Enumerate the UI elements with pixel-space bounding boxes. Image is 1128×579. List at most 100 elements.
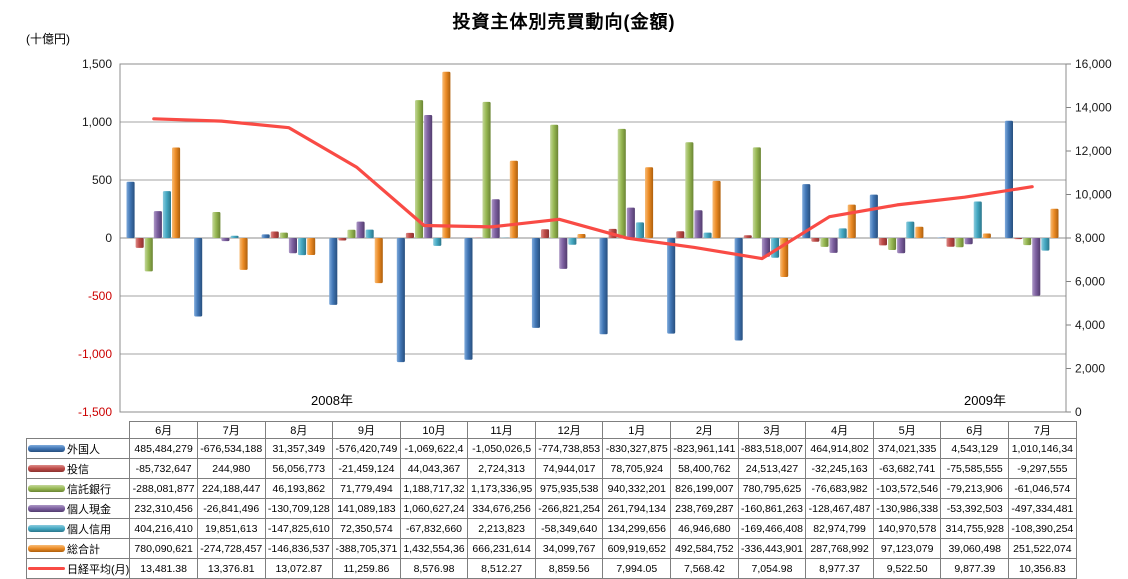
bar-investment-trust (676, 231, 685, 238)
table-cell: 9,522.50 (872, 558, 942, 579)
table-row-nikkei-monthly: 日経平均(月) 13,481.38 13,376.81 13,072.87 11,259… (25, 558, 1077, 579)
right-axis-tick-label: 0 (1075, 405, 1082, 419)
table-month-header: 8月 (264, 421, 334, 439)
bar-foreigners (802, 184, 811, 238)
bar-trust-bank (617, 128, 626, 238)
table-cell: 74,944,017 (534, 458, 604, 479)
bar-individual-cash (626, 207, 635, 238)
legend-marker-individual-cash-icon (28, 505, 65, 512)
table-cell: -21,459,124 (332, 458, 401, 479)
table-cell: -108,390,254 (1008, 518, 1077, 539)
bar-foreigners (194, 238, 203, 317)
bar-total (1050, 208, 1059, 238)
bar-foreigners (329, 238, 338, 305)
bar-individual-cash (829, 238, 838, 253)
table-month-header: 5月 (872, 421, 942, 439)
table-cell: -774,738,853 (534, 438, 604, 459)
table-cell: -169,466,408 (737, 518, 807, 539)
table-cell: 334,676,256 (467, 498, 536, 519)
table-month-header: 7月 (196, 421, 266, 439)
table-cell: -63,682,741 (872, 458, 942, 479)
table-cell: 826,199,007 (670, 478, 739, 499)
table-cell: 492,584,752 (670, 538, 739, 559)
table-cell: 78,705,924 (602, 458, 672, 479)
table-cell: -388,705,371 (332, 538, 401, 559)
bar-investment-trust (338, 238, 347, 241)
table-row-individual-margin: 個人信用 404,216,410 19,851,613 -147,825,610 72,… (25, 518, 1077, 539)
bar-foreigners (599, 238, 608, 335)
table-cell: -130,986,338 (872, 498, 942, 519)
bar-individual-cash (694, 210, 703, 238)
table-cell: 72,350,574 (332, 518, 401, 539)
bar-foreigners (734, 238, 743, 341)
table-cell: 7,568.42 (670, 558, 739, 579)
data-table: 6月 7月 8月 9月 10月 11月 12月 1月 2月 3月 4月 5月 6月 7月 外国人 485,48… (25, 421, 1077, 579)
left-axis-tick-label: -1,000 (78, 347, 112, 361)
table-cell: 1,060,627,24 (399, 498, 469, 519)
bar-total (442, 71, 451, 238)
bar-total (307, 238, 316, 255)
bar-trust-bank (820, 238, 829, 247)
table-cell: -576,420,749 (332, 438, 401, 459)
left-axis-unit-label: (十億円) (26, 32, 70, 46)
bar-total (982, 233, 991, 238)
table-cell: 31,357,349 (264, 438, 334, 459)
table-cell: 13,481.38 (129, 558, 198, 579)
bar-trust-bank (415, 100, 424, 238)
bar-foreigners (937, 237, 946, 238)
table-cell: 56,056,773 (264, 458, 334, 479)
bar-individual-cash (491, 199, 500, 238)
bar-investment-trust (946, 238, 955, 247)
legend-marker-foreigners-icon (28, 445, 65, 452)
table-cell: -830,327,875 (602, 438, 672, 459)
table-cell: 9,877.39 (940, 558, 1010, 579)
table-row-foreigners: 外国人 485,484,279 -676,534,188 31,357,349 -576… (25, 438, 1077, 459)
legend-label: 個人信用 (67, 523, 111, 536)
table-row-total: 総合計 780,090,621 -274,728,457 -146,836,537 -3… (25, 538, 1077, 559)
table-month-header: 7月 (1008, 421, 1077, 439)
table-cell: 34,099,767 (534, 538, 604, 559)
table-cell: -497,334,481 (1008, 498, 1077, 519)
legend-marker-individual-margin-icon (28, 525, 65, 532)
chart-title: 投資主体別売買動向(金額) (452, 12, 676, 32)
bar-individual-margin (365, 229, 374, 238)
bar-total (172, 147, 181, 238)
legend-cell-investment-trust: 投信 (25, 458, 131, 479)
table-cell: -147,825,610 (264, 518, 334, 539)
bar-trust-bank (212, 212, 221, 238)
table-month-header: 1月 (602, 421, 672, 439)
bar-individual-cash (559, 238, 568, 269)
bar-individual-margin (973, 201, 982, 238)
table-cell: 58,400,762 (670, 458, 739, 479)
bar-foreigners (667, 238, 676, 334)
table-cell: -75,585,555 (940, 458, 1010, 479)
table-cell: 8,977.37 (805, 558, 874, 579)
bar-individual-margin (906, 221, 915, 238)
table-cell: 71,779,494 (332, 478, 401, 499)
table-cell: -76,683,982 (805, 478, 874, 499)
table-row-investment-trust: 投信 -85,732,647 244,980 56,056,773 -21,459,12… (25, 458, 1077, 479)
table-cell: 780,090,621 (129, 538, 198, 559)
bar-investment-trust (405, 232, 414, 238)
table-cell: 24,513,427 (737, 458, 807, 479)
table-cell: 244,980 (196, 458, 266, 479)
table-cell: 2,213,823 (467, 518, 536, 539)
table-cell: 39,060,498 (940, 538, 1010, 559)
table-cell: 97,123,079 (872, 538, 942, 559)
table-cell: -128,467,487 (805, 498, 874, 519)
legend-cell-individual-margin: 個人信用 (25, 518, 131, 539)
table-cell: -266,821,254 (534, 498, 604, 519)
table-cell: -85,732,647 (129, 458, 198, 479)
table-cell: 8,576.98 (399, 558, 469, 579)
right-axis-tick-label: 14,000 (1075, 101, 1112, 115)
left-axis-tick-label: 1,500 (82, 57, 112, 71)
legend-marker-investment-trust-icon (28, 465, 65, 472)
table-cell: 7,994.05 (602, 558, 672, 579)
table-cell: -79,213,906 (940, 478, 1010, 499)
table-month-header: 4月 (805, 421, 874, 439)
bar-individual-margin (230, 235, 239, 238)
table-month-header: 6月 (940, 421, 1010, 439)
chart-plot: 1,500 1,000 500 0 -500 -1,000 -1,500 16,000 14,0… (78, 57, 1112, 419)
table-cell: 224,188,447 (196, 478, 266, 499)
